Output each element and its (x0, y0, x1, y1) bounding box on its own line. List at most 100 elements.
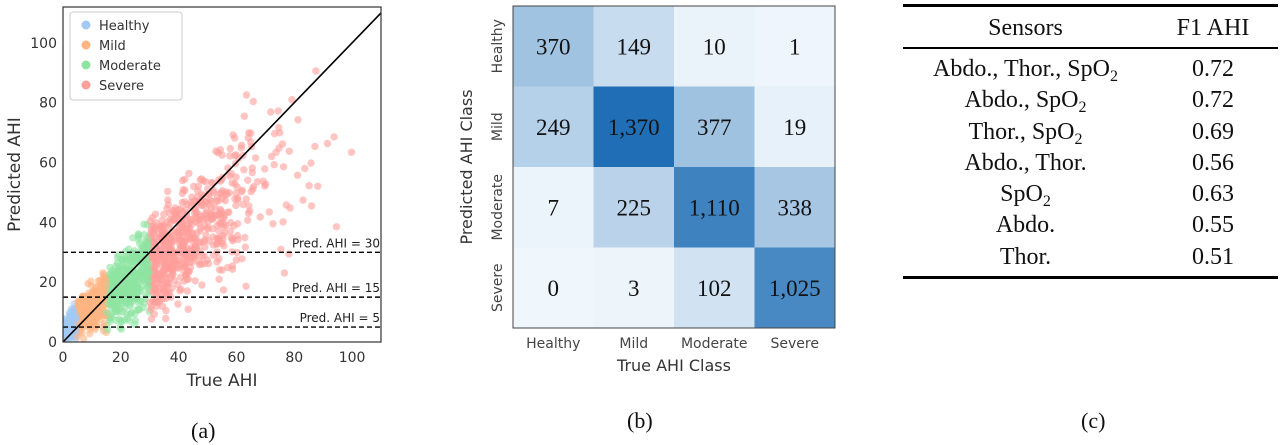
x-tick-label: 0 (59, 350, 68, 366)
scatter-point (248, 164, 256, 172)
scatter-point (189, 247, 197, 255)
cell-value-label: 1,025 (769, 276, 821, 301)
scatter-point (174, 280, 182, 289)
scatter-point (312, 67, 320, 75)
scatter-point (123, 290, 131, 298)
scatter-point (106, 263, 114, 272)
scatter-point (129, 292, 137, 301)
y-tick-label: 60 (39, 156, 57, 172)
scatter-point (181, 198, 189, 206)
scatter-point (211, 203, 219, 211)
scatter-point (117, 318, 126, 326)
table-bottom-rule (903, 276, 1278, 280)
reference-line-label: Pred. AHI = 5 (300, 311, 380, 325)
scatter-point (181, 175, 189, 183)
legend: Healthy Mild Moderate Severe (69, 11, 183, 101)
scatter-point (240, 112, 248, 120)
scatter-point (220, 223, 228, 231)
scatter-point (194, 182, 203, 190)
cell-value-label: 7 (548, 195, 560, 220)
scatter-point (171, 204, 180, 212)
scatter-point (270, 161, 278, 169)
table-header: Sensors F1 AHI (903, 7, 1278, 47)
x-tick-label: 40 (170, 350, 188, 366)
scatter-point (92, 302, 100, 310)
scatter-point (218, 266, 226, 274)
scatter-point (232, 151, 240, 159)
scatter-point (232, 201, 240, 210)
scatter-point (150, 238, 158, 246)
scatter-point (207, 209, 215, 218)
scatter-point (114, 262, 123, 270)
scatter-point (159, 294, 168, 303)
matrix-cell (754, 86, 835, 167)
table-row: Abdo., Thor., SpO2 0.72 (903, 55, 1278, 86)
y-tick-label: Mild (490, 112, 506, 141)
scatter-point (164, 187, 172, 196)
scatter-point (79, 297, 88, 306)
scatter-point (118, 255, 127, 263)
scatter-point (251, 154, 260, 162)
scatter-point (133, 272, 142, 280)
matrix-cell (754, 167, 835, 248)
x-tick-label: Severe (771, 336, 819, 352)
scatter-point (143, 277, 152, 286)
legend-marker (81, 80, 91, 90)
scatter-point (347, 148, 356, 156)
sensor-table: Sensors F1 AHI Abdo., Thor., SpO2 0.72 Abd… (903, 4, 1278, 280)
matrix-cell (674, 247, 755, 328)
scatter-point (87, 277, 95, 285)
sensor-cell: Abdo., Thor., SpO2 (933, 56, 1118, 85)
matrix-cell (674, 86, 755, 167)
cell-value-label: 149 (617, 34, 652, 59)
legend-label: Healthy (99, 19, 150, 34)
sensor-cell: Abdo., Thor. (964, 149, 1087, 176)
scatter-point (207, 178, 216, 187)
scatter-point (127, 308, 136, 317)
x-axis-label: True AHI Class (616, 356, 731, 375)
scatter-point (314, 182, 322, 190)
legend-label: Mild (99, 39, 126, 54)
scatter-point (157, 249, 165, 257)
f1-cell: 0.63 (1192, 181, 1234, 208)
scatter-point (79, 305, 87, 313)
scatter-point (123, 314, 132, 322)
matrix-cell (513, 247, 594, 328)
cell-value-label: 102 (697, 276, 732, 301)
table-row: Abdo. 0.55 (903, 211, 1278, 242)
y-tick-label: 20 (39, 275, 57, 291)
scatter-point (213, 240, 221, 248)
scatter-point (212, 147, 220, 155)
scatter-point (242, 282, 250, 290)
table-row: SpO2 0.63 (903, 180, 1278, 211)
scatter-point (228, 179, 236, 187)
cell-value-label: 1,370 (608, 115, 660, 140)
table-mid-rule (903, 47, 1278, 49)
caption-c: (c) (1081, 408, 1106, 433)
f1-cell: 0.51 (1192, 243, 1234, 270)
scatter-point (147, 305, 155, 314)
scatter-point (91, 294, 99, 303)
scatter-point (201, 178, 210, 186)
scatter-point (109, 277, 118, 285)
scatter-point (155, 222, 163, 231)
scatter-point (267, 108, 275, 116)
scatter-point (174, 231, 182, 240)
scatter-point (73, 333, 82, 341)
scatter-point (214, 227, 223, 235)
matrix-cell (593, 6, 674, 87)
table-body: Abdo., Thor., SpO2 0.72 Abdo., SpO2 0.72 Tho… (903, 49, 1278, 274)
scatter-point (191, 277, 199, 285)
matrix-frame (512, 5, 836, 329)
scatter-point (204, 224, 212, 232)
scatter-point (151, 273, 159, 282)
scatter-point (65, 334, 73, 342)
x-tick-label: Mild (619, 336, 648, 352)
scatter-point (171, 210, 180, 218)
y-axis-label: Predicted AHI Class (457, 89, 476, 244)
caption-b: (b) (627, 408, 653, 433)
scatter-point (161, 263, 169, 271)
scatter-point (279, 163, 288, 171)
header-sensors: Sensors (988, 15, 1063, 41)
scatter-point (233, 196, 242, 204)
